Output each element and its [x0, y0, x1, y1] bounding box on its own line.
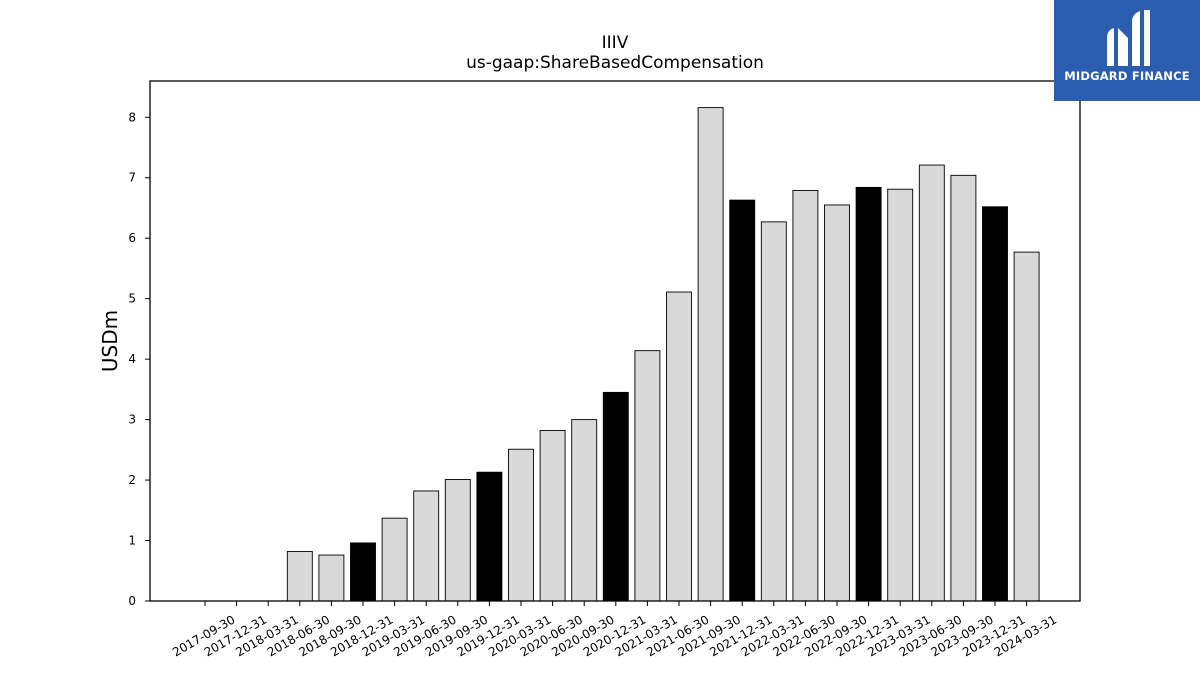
bar-2022-06-30 — [792, 189, 819, 602]
bar-2020-09-30 — [571, 419, 598, 602]
bar-2023-06-30 — [918, 164, 945, 602]
bar-2023-12-31 — [982, 206, 1008, 602]
bar-2018-12-31 — [350, 542, 376, 602]
bar-2020-06-30 — [539, 430, 566, 602]
bar-2020-03-31 — [508, 448, 534, 602]
bar-2018-06-30 — [286, 550, 313, 602]
y-tick-label: 0 — [128, 594, 136, 608]
x-axis-ticks: 2017-09-302017-12-312018-03-312018-06-30… — [170, 601, 1059, 659]
bar-2023-03-31 — [887, 188, 914, 602]
y-tick-label: 1 — [128, 534, 136, 548]
bar-2018-09-30 — [318, 554, 345, 602]
bar-2021-06-30 — [666, 291, 692, 602]
bar-2022-09-30 — [824, 204, 850, 602]
chart-title: IIIV — [602, 33, 629, 53]
y-tick-label: 2 — [128, 473, 136, 487]
bar-2024-03-31 — [1013, 251, 1040, 602]
y-tick-label: 8 — [128, 110, 136, 124]
bar-2022-12-31 — [855, 186, 882, 602]
bar-2021-12-31 — [729, 199, 756, 602]
y-tick-label: 7 — [128, 171, 136, 185]
y-tick-label: 4 — [128, 352, 136, 366]
bar-2022-03-31 — [760, 221, 787, 602]
y-tick-label: 6 — [128, 231, 136, 245]
brand-logo-mark-icon — [1107, 10, 1150, 66]
bar-2019-09-30 — [444, 479, 471, 602]
y-axis-label: USDm — [98, 310, 122, 372]
bar-2019-03-31 — [381, 517, 408, 602]
bar-2021-03-31 — [634, 350, 661, 602]
y-tick-label: 3 — [128, 413, 136, 427]
bar-2020-12-31 — [602, 391, 629, 602]
y-axis-ticks: 0 1 2 3 4 5 6 7 8 — [128, 110, 150, 608]
bar-2023-09-30 — [950, 174, 977, 602]
y-tick-label: 5 — [128, 292, 136, 306]
brand-logo: MIDGARD FINANCE — [1054, 0, 1200, 101]
plot-frame — [149, 80, 1081, 602]
bar-2019-06-30 — [413, 490, 440, 602]
bar-2019-12-31 — [476, 471, 503, 602]
chart-subtitle: us-gaap:ShareBasedCompensation — [466, 53, 764, 73]
brand-name: MIDGARD FINANCE — [1064, 69, 1190, 83]
bar-2021-09-30 — [697, 107, 724, 602]
bars-layer — [286, 107, 1040, 602]
